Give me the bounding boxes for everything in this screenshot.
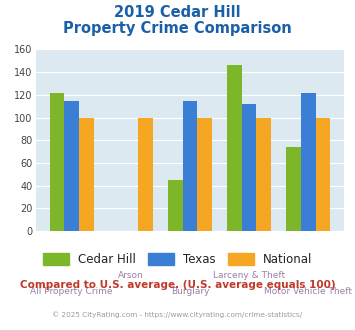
Bar — [286, 147, 301, 231]
Bar — [301, 93, 316, 231]
Text: 2019 Cedar Hill: 2019 Cedar Hill — [114, 5, 241, 20]
Text: Larceny & Theft: Larceny & Theft — [213, 271, 285, 280]
Bar — [197, 117, 212, 231]
Text: Arson: Arson — [118, 271, 144, 280]
Bar — [138, 117, 153, 231]
Bar — [182, 101, 197, 231]
Text: All Property Crime: All Property Crime — [31, 287, 113, 296]
Text: Motor Vehicle Theft: Motor Vehicle Theft — [264, 287, 352, 296]
Bar — [256, 117, 271, 231]
Text: Burglary: Burglary — [171, 287, 209, 296]
Bar — [242, 104, 256, 231]
Bar — [227, 65, 242, 231]
Bar — [316, 117, 330, 231]
Text: Property Crime Comparison: Property Crime Comparison — [63, 21, 292, 36]
Bar — [64, 101, 79, 231]
Legend: Cedar Hill, Texas, National: Cedar Hill, Texas, National — [38, 248, 317, 271]
Bar — [168, 180, 182, 231]
Bar — [79, 117, 94, 231]
Bar — [50, 93, 64, 231]
Text: Compared to U.S. average. (U.S. average equals 100): Compared to U.S. average. (U.S. average … — [20, 280, 335, 290]
Text: © 2025 CityRating.com - https://www.cityrating.com/crime-statistics/: © 2025 CityRating.com - https://www.city… — [53, 312, 302, 318]
